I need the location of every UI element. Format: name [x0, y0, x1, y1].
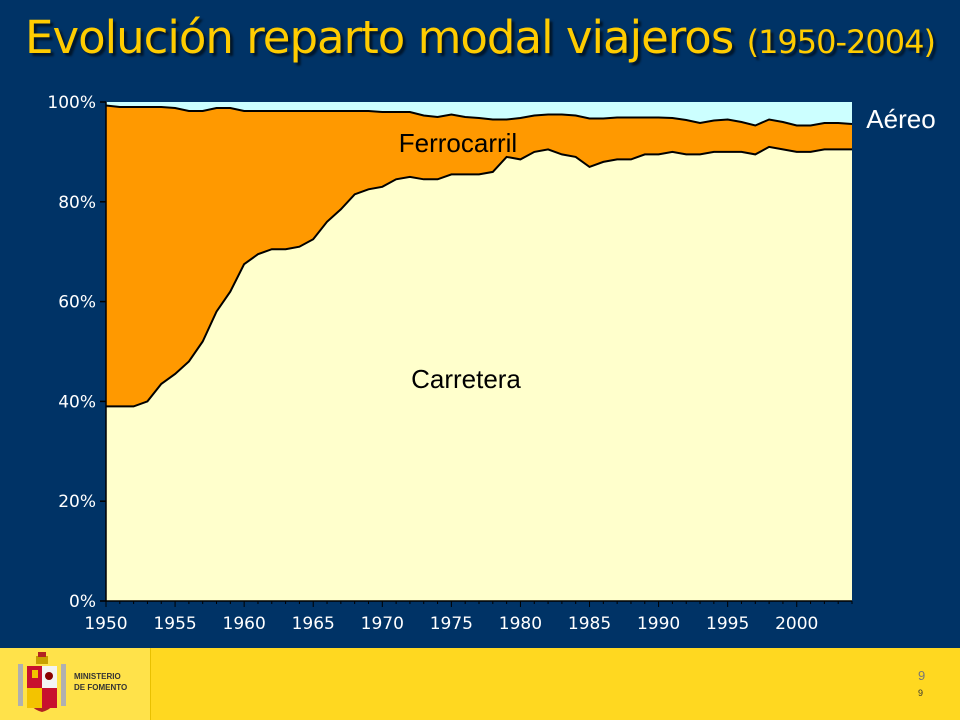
x-tick-label: 1990 [637, 614, 680, 634]
slide-title: Evolución reparto modal viajeros (1950-2… [0, 8, 960, 72]
footer-bar: MINISTERIO DE FOMENTO 9 9 [0, 648, 960, 720]
series-label-ferrocarril: Ferrocarril [399, 128, 517, 158]
y-tick-label: 80% [58, 193, 96, 213]
y-tick-label: 60% [58, 293, 96, 313]
series-label-aereo: Aéreo [866, 104, 935, 134]
x-tick-label: 1950 [84, 614, 127, 634]
ministry-name-line2: DE FOMENTO [74, 683, 128, 692]
ministry-name-line1: MINISTERIO [74, 672, 121, 681]
x-tick-label: 1975 [430, 614, 473, 634]
page-number-small: 9 [918, 688, 924, 698]
ministry-name: MINISTERIO DE FOMENTO [74, 671, 127, 693]
x-tick-label: 1985 [568, 614, 611, 634]
series-label-carretera: Carretera [411, 364, 521, 394]
y-tick-label: 100% [47, 93, 96, 113]
x-tick-label: 1965 [292, 614, 335, 634]
x-tick-label: 1955 [153, 614, 196, 634]
series-area-aereo [106, 102, 852, 126]
series-area-carretera [106, 146, 852, 601]
x-tick-label: 1995 [706, 614, 749, 634]
y-tick-label: 40% [58, 392, 96, 412]
y-tick-label: 0% [69, 592, 96, 612]
x-tick-label: 1980 [499, 614, 542, 634]
x-tick-label: 1970 [361, 614, 404, 634]
title-years: (1950-2004) [746, 23, 936, 61]
title-main: Evolución reparto modal viajeros [25, 11, 747, 64]
stacked-area-chart: 0% 20% 40% 60% 80% 100% 1950 1955 1960 1965 1970 19… [47, 93, 935, 634]
ministry-logo: MINISTERIO DE FOMENTO [0, 648, 151, 720]
y-tick-label: 20% [58, 492, 96, 512]
series-area-ferrocarril [106, 105, 852, 407]
page-number-large: 9 [918, 668, 926, 683]
series-line-carretera [106, 145, 852, 408]
x-tick-label: 2000 [775, 614, 818, 634]
series-line-ferrocarril [105, 104, 853, 127]
x-tick-label: 1960 [223, 614, 266, 634]
coat-of-arms-icon [18, 652, 66, 712]
